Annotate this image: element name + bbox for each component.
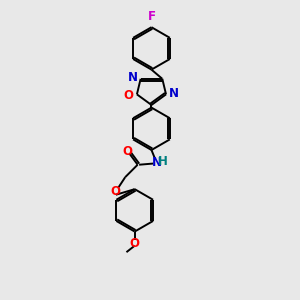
Text: F: F: [148, 10, 155, 23]
Text: N: N: [128, 71, 138, 84]
Text: O: O: [123, 89, 134, 102]
Text: N: N: [169, 87, 179, 100]
Text: O: O: [130, 237, 140, 250]
Text: H: H: [158, 155, 168, 168]
Text: O: O: [122, 145, 132, 158]
Text: N: N: [152, 156, 162, 169]
Text: O: O: [111, 185, 121, 198]
